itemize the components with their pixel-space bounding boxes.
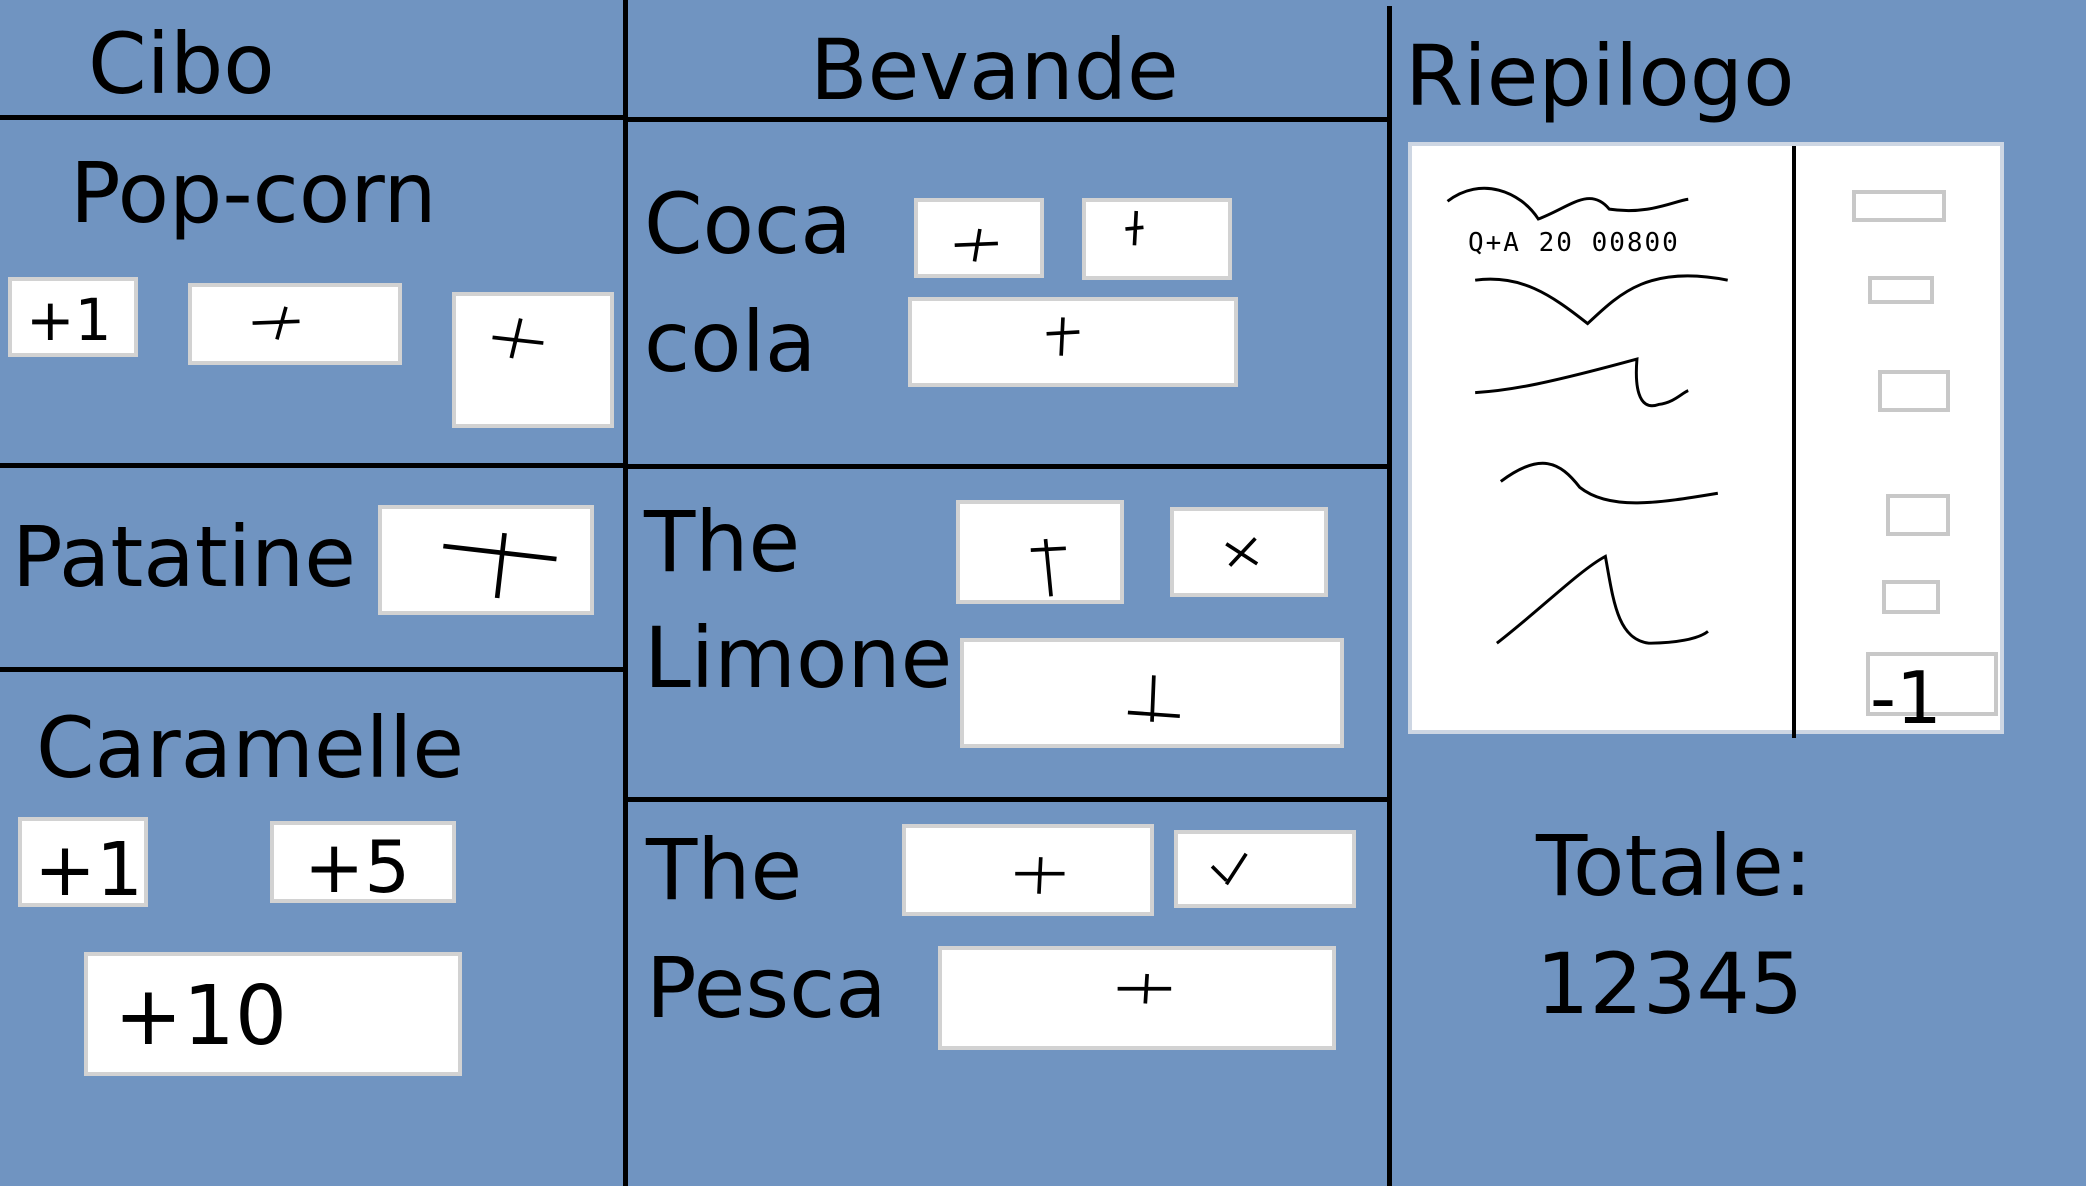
summary-item-button-5[interactable]: [1882, 580, 1940, 614]
pesca-add-button-2[interactable]: [1174, 830, 1356, 908]
summary-minus-button[interactable]: -1: [1866, 652, 1998, 740]
popcorn-add-one-button[interactable]: +1: [8, 277, 138, 357]
limone-add-button-3[interactable]: [960, 638, 1344, 748]
caramelle-add-one-label: +1: [34, 827, 144, 913]
caramelle-add-ten-label: +10: [114, 969, 288, 1064]
item-label-caramelle: Caramelle: [36, 699, 464, 797]
item-label-coca-line1: Coca: [644, 175, 852, 273]
coca-add-button-2[interactable]: [1082, 198, 1232, 280]
summary-item-button-2[interactable]: [1868, 276, 1934, 304]
pesca-add-button-1[interactable]: [902, 824, 1154, 916]
total-label: Totale:: [1536, 817, 1813, 915]
popcorn-add-button-3[interactable]: [452, 292, 614, 428]
coca-add-button-1[interactable]: [914, 198, 1044, 278]
summary-scribbles: [1446, 186, 1728, 645]
item-label-coca-line2: cola: [644, 293, 817, 391]
divider-bevande-2: [625, 797, 1389, 802]
caramelle-add-five-button[interactable]: +5: [270, 821, 456, 903]
summary-divider: [1792, 146, 1796, 738]
summary-item-button-1[interactable]: [1852, 190, 1946, 222]
caramelle-add-one-button[interactable]: +1: [18, 817, 148, 907]
popcorn-add-one-label: +1: [26, 286, 112, 354]
item-label-the-limone-line2: Limone: [644, 609, 953, 707]
divider-cibo-1: [0, 463, 625, 468]
summary-scribble-text: Q+A 20 00800: [1468, 228, 1680, 258]
column-header-cibo: Cibo: [88, 15, 275, 113]
item-label-the-pesca-line1: The: [646, 821, 803, 919]
divider-bevande-1: [625, 464, 1389, 469]
item-label-the-limone-line1: The: [644, 493, 801, 591]
summary-item-button-4[interactable]: [1886, 494, 1950, 536]
divider-cibo-2: [0, 667, 625, 672]
item-label-the-pesca-line2: Pesca: [646, 939, 887, 1037]
patatine-add-button[interactable]: [378, 505, 594, 615]
summary-panel: Q+A 20 00800 -1: [1408, 142, 2004, 740]
caramelle-add-ten-button[interactable]: +10: [84, 952, 462, 1076]
summary-item-button-3[interactable]: [1878, 370, 1950, 412]
pesca-add-button-3[interactable]: [938, 946, 1336, 1050]
divider-bevande-header: [625, 117, 1389, 122]
divider-vertical-left: [623, 0, 628, 1186]
column-header-bevande: Bevande: [810, 21, 1179, 119]
item-label-patatine: Patatine: [12, 508, 356, 606]
item-label-popcorn: Pop-corn: [70, 144, 437, 242]
total-value: 12345: [1536, 935, 1804, 1033]
divider-vertical-right: [1387, 6, 1392, 1186]
caramelle-add-five-label: +5: [304, 825, 411, 909]
popcorn-add-button-2[interactable]: [188, 283, 402, 365]
limone-add-button-1[interactable]: [956, 500, 1124, 604]
summary-minus-label: -1: [1870, 656, 1942, 740]
column-header-riepilogo: Riepilogo: [1405, 27, 1795, 125]
divider-cibo-header: [0, 115, 625, 120]
limone-add-button-2[interactable]: [1170, 507, 1328, 597]
coca-add-button-3[interactable]: [908, 297, 1238, 387]
